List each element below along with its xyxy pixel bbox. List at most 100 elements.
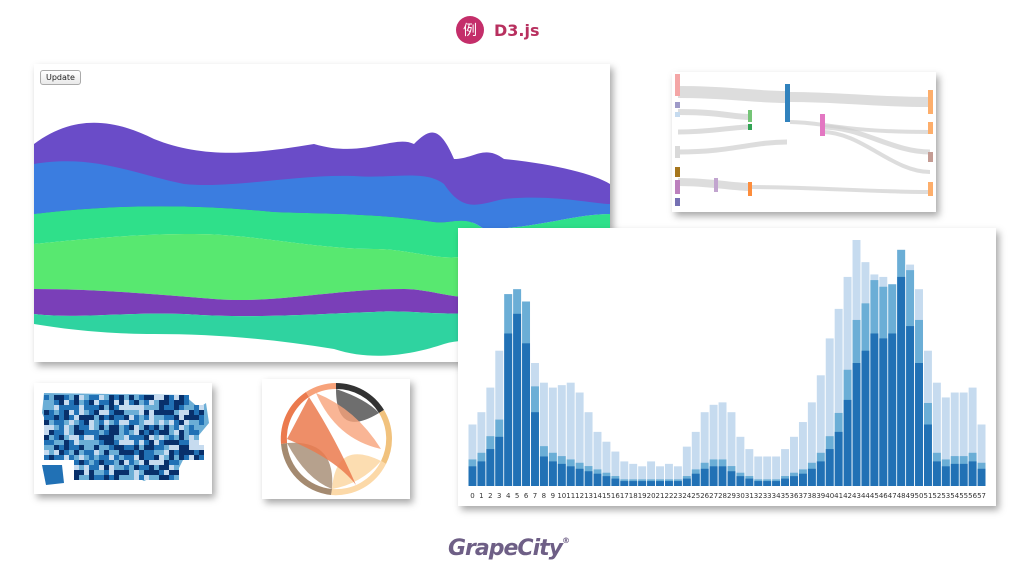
county-tile [134,400,139,405]
county-tile [74,410,79,415]
county-tile [69,455,74,460]
county-tile [99,420,104,425]
county-tile [179,430,184,435]
county-tile [144,440,149,445]
county-tile [144,405,149,410]
chord-ribbon-4 [287,397,356,485]
slide-header: 例 D3.js [456,15,540,45]
county-tile [74,395,79,400]
county-tile [74,445,79,450]
county-tile [74,465,79,470]
county-tile [134,475,139,480]
county-tile [149,400,154,405]
county-tile [89,440,94,445]
bar-dark [531,412,539,486]
county-tile [99,450,104,455]
bar-light [754,456,763,486]
county-tile [89,475,94,480]
x-tick-label: 48 [897,492,906,500]
county-tile [119,435,124,440]
county-tile [49,425,54,430]
county-tile [119,455,124,460]
bar-dark [513,313,522,486]
county-tile [174,465,179,470]
county-tile [54,455,59,460]
county-tile [159,445,164,450]
county-tile [129,475,134,480]
county-tile [179,410,184,415]
county-tile [134,450,139,455]
county-tile [169,430,174,435]
x-tick-label: 42 [843,492,852,500]
county-tile [144,425,149,430]
county-tile [99,400,104,405]
county-tile [74,415,79,420]
bar-light [736,436,745,486]
county-tile [89,430,94,435]
county-tile [179,440,184,445]
county-tile [79,475,84,480]
county-tile [44,405,49,410]
county-tile [79,445,84,450]
county-tile [169,435,174,440]
county-tile [44,445,49,450]
chord-diagram-svg [262,379,410,499]
county-tile [139,400,144,405]
county-tile [74,400,79,405]
x-tick-label: 4 [506,492,511,500]
county-tile [134,470,139,475]
county-tile [174,400,179,405]
county-tile [64,425,69,430]
bar-light [673,466,682,486]
county-tile [129,435,134,440]
bar-light [691,431,700,486]
county-tile [59,445,64,450]
county-tile [54,445,59,450]
county-tile [169,415,174,420]
bar-light [790,436,798,486]
county-tile [184,400,189,405]
county-tile [174,455,179,460]
county-tile [119,465,124,470]
county-tile [154,455,159,460]
county-tile [69,395,74,400]
county-tile [74,435,79,440]
county-tile [79,455,84,460]
county-tile [129,450,134,455]
county-tile [84,420,89,425]
bar-dark [888,333,897,486]
county-tile [164,455,169,460]
county-tile [69,450,74,455]
county-tile [64,435,69,440]
update-button[interactable]: Update [40,70,81,85]
county-tile [44,425,49,430]
county-tile [104,415,109,420]
county-tile [194,450,199,455]
x-tick-label: 17 [620,492,629,500]
x-tick-label: 24 [682,492,691,500]
county-tile [164,405,169,410]
county-tile [159,405,164,410]
county-tile [159,400,164,405]
county-tile [129,455,134,460]
bar-dark [468,466,477,486]
county-tile [89,445,94,450]
bar-dark [602,476,611,486]
bar-light [727,412,736,486]
county-tile [154,440,159,445]
county-tile [59,430,64,435]
county-tile [79,410,84,415]
x-tick-label: 40 [825,492,834,500]
county-tile [79,465,84,470]
x-tick-label: 14 [593,492,602,500]
county-tile [169,475,174,480]
bar-dark [736,476,745,486]
county-tile [54,395,59,400]
county-tile [114,465,119,470]
county-tile [44,430,49,435]
county-tile [59,405,64,410]
county-tile [104,455,109,460]
bar-dark [745,478,754,486]
county-tile [94,420,99,425]
county-tile [94,470,99,475]
